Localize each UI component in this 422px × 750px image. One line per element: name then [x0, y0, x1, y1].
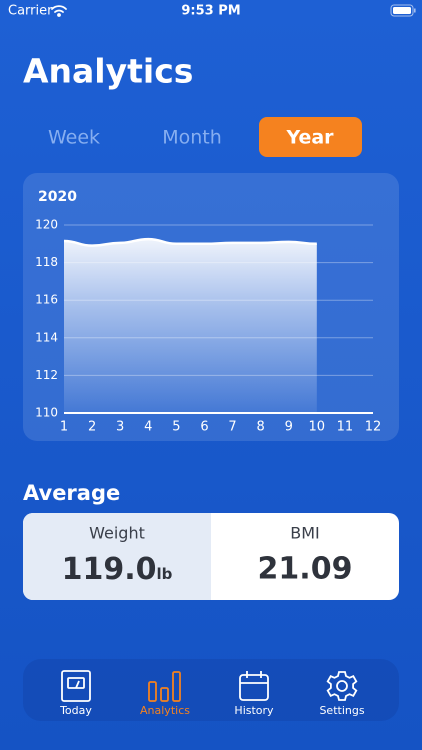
battery-icon — [390, 4, 416, 17]
page-title: Analytics — [23, 52, 193, 91]
y-tick-label: 116 — [35, 293, 58, 307]
today-icon[interactable] — [61, 670, 91, 702]
tab-bar — [23, 659, 399, 721]
average-card: Weight 119.0lb BMI 21.09 — [23, 513, 399, 600]
tab-label[interactable]: Analytics — [140, 704, 190, 717]
y-tick-label: 110 — [35, 406, 58, 420]
weight-unit: lb — [157, 565, 173, 583]
x-tick-label: 12 — [365, 420, 382, 435]
x-tick-label: 2 — [88, 420, 96, 435]
x-tick-label: 3 — [116, 420, 124, 435]
weight-value-group: 119.0lb — [62, 552, 173, 587]
bmi-label: BMI — [290, 524, 320, 543]
segment-option[interactable]: Week — [48, 127, 100, 149]
tab-label[interactable]: History — [234, 704, 274, 717]
segmented-control: Week Month Year — [48, 117, 362, 157]
tab-items: Today Analytics History Settings — [59, 670, 365, 717]
segment-selected-bg[interactable] — [259, 117, 362, 157]
weight-value: 119.0 — [62, 552, 157, 587]
line — [63, 237, 317, 247]
x-tick-label: 6 — [200, 420, 208, 435]
area-fill — [64, 239, 317, 413]
x-tick-label: 11 — [337, 420, 354, 435]
x-tick-label: 5 — [172, 420, 180, 435]
x-tick-label: 8 — [256, 420, 264, 435]
tab-label[interactable]: Settings — [319, 704, 364, 717]
section-title: Average — [23, 481, 120, 505]
tab-label[interactable]: Today — [59, 704, 92, 717]
bmi-value: 21.09 — [258, 552, 353, 587]
carrier: Carrier — [8, 4, 53, 19]
x-tick-label: 4 — [144, 420, 152, 435]
x-tick-label: 1 — [60, 420, 68, 435]
clock: 9:53 PM — [181, 4, 240, 19]
segment-option[interactable]: Year — [285, 127, 334, 149]
y-tick-label: 118 — [35, 255, 58, 269]
settings-icon[interactable] — [326, 671, 358, 701]
wifi-icon — [51, 5, 67, 17]
x-tick-label: 10 — [309, 420, 326, 435]
weight-panel — [23, 513, 211, 600]
y-tick-label: 114 — [35, 330, 58, 344]
y-tick-label: 112 — [35, 368, 58, 382]
chart-title: 2020 — [38, 189, 77, 205]
segment-option[interactable]: Month — [162, 127, 222, 149]
x-tick-label: 7 — [228, 420, 236, 435]
history-icon[interactable] — [239, 671, 269, 701]
weight-label: Weight — [89, 524, 145, 543]
y-tick-label: 120 — [35, 218, 58, 232]
x-tick-label: 9 — [285, 420, 293, 435]
analytics-icon[interactable] — [148, 671, 181, 702]
